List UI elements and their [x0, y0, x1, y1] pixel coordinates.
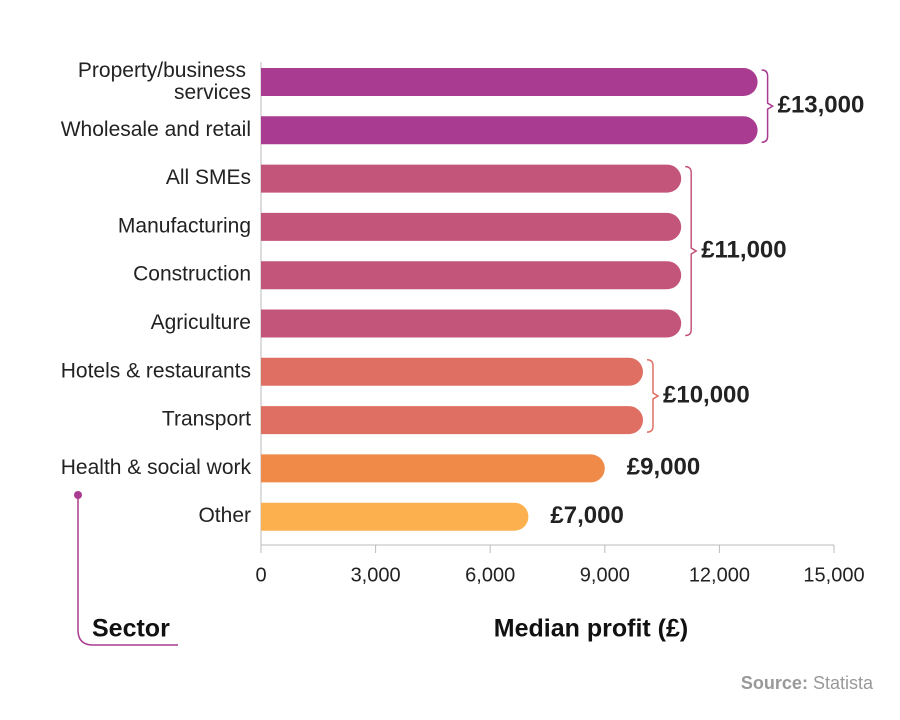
bar	[261, 116, 758, 145]
y-tick-label: All SMEs	[166, 166, 251, 189]
bar	[261, 68, 758, 96]
source-text: Statista	[813, 673, 874, 693]
x-tick-label: 15,000	[803, 564, 864, 586]
source-label: Source:	[741, 673, 808, 693]
y-tick-label: Property/business services	[78, 59, 251, 104]
y-tick-label: Manufacturing	[118, 214, 251, 237]
value-label: £10,000	[663, 381, 750, 408]
x-tick-label: 6,000	[465, 564, 515, 586]
x-tick-label: 12,000	[689, 564, 750, 586]
bracket	[761, 69, 775, 144]
bar	[261, 357, 643, 386]
value-label: £9,000	[627, 454, 700, 481]
x-tick-label: 0	[255, 564, 266, 586]
x-axis-label: Median profit (£)	[494, 615, 688, 643]
y-tick-label: Health & social work	[61, 456, 252, 479]
value-label: £13,000	[778, 91, 865, 118]
bar	[261, 406, 643, 435]
bar	[261, 164, 682, 193]
y-tick-label: Hotels & restaurants	[61, 359, 251, 382]
value-label: £7,000	[550, 502, 623, 529]
decor-line	[77, 495, 178, 646]
bracket	[685, 165, 698, 337]
y-tick-label: Transport	[162, 408, 251, 431]
source: Source: Statista	[741, 673, 874, 693]
y-axis-label: Sector	[92, 615, 170, 643]
x-tick-label: 9,000	[580, 564, 630, 586]
y-tick-label: Agriculture	[151, 311, 251, 334]
y-tick-label: Construction	[133, 263, 251, 286]
value-label: £11,000	[701, 236, 786, 263]
y-tick-label: Other	[198, 504, 251, 527]
y-tick-label-line: Property/business	[78, 59, 246, 82]
y-tick-label-line: services	[174, 81, 251, 104]
bracket	[646, 359, 660, 433]
bar	[261, 454, 605, 483]
bar	[261, 212, 682, 241]
x-tick-label: 3,000	[351, 564, 401, 586]
bar	[261, 502, 529, 531]
y-tick-label: Wholesale and retail	[61, 118, 251, 141]
bar	[261, 309, 682, 338]
bar	[261, 261, 682, 290]
